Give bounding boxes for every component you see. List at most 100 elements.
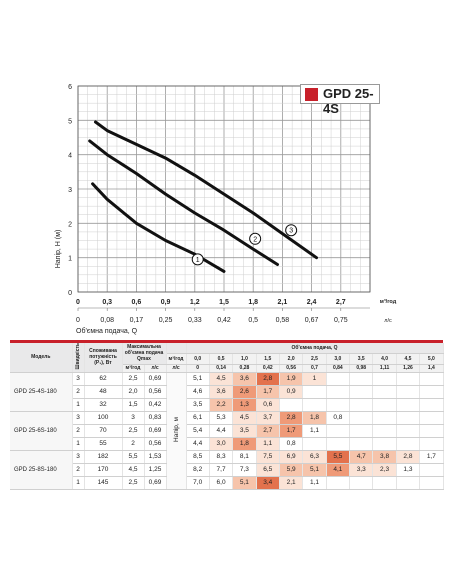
head-value-cell: 1,7 (256, 385, 279, 398)
speed-cell: 2 (72, 424, 84, 437)
head-value-cell (396, 411, 419, 424)
speed-cell: 1 (72, 398, 84, 411)
max-flow-ls-cell: 1,25 (144, 463, 166, 476)
model-badge: GPD 25-4S (300, 84, 380, 104)
head-value-cell: 7,7 (209, 463, 232, 476)
head-value-cell (420, 411, 443, 424)
max-flow-m3h-cell: 5,5 (122, 450, 144, 463)
header-q-m3h: 3,5 (350, 353, 373, 364)
head-value-cell: 5,1 (186, 372, 209, 385)
x-tick-label-m3h: 1,2 (190, 299, 200, 306)
head-value-cell: 2,8 (396, 450, 419, 463)
table-header-row: МодельШвидкістьСпоживана потужність (P₁)… (10, 343, 443, 353)
header-q-ls: 0,98 (350, 364, 373, 372)
head-value-cell (420, 463, 443, 476)
head-value-cell (420, 424, 443, 437)
head-value-cell (373, 424, 396, 437)
head-value-cell: 2,8 (256, 372, 279, 385)
head-value-cell (373, 372, 396, 385)
header-max-flow: Максимальна об'ємна подача Qmax (122, 343, 166, 364)
max-flow-m3h-cell: 2,5 (122, 372, 144, 385)
head-value-cell (326, 424, 349, 437)
y-tick-label: 0 (68, 290, 72, 297)
x-tick-label-m3h: 1,5 (219, 299, 229, 306)
head-value-cell (326, 372, 349, 385)
head-value-cell: 2,2 (209, 398, 232, 411)
header-q-m3h: 4,5 (396, 353, 419, 364)
head-value-cell (350, 372, 373, 385)
model-cell: GPD 25-8S-180 (10, 450, 72, 489)
head-value-cell (373, 476, 396, 489)
head-value-cell: 4,4 (209, 424, 232, 437)
y-axis-label: Напір, H (м) (54, 230, 62, 269)
y-tick-label: 4 (68, 153, 72, 160)
speed-cell: 1 (72, 476, 84, 489)
head-value-cell (350, 398, 373, 411)
head-value-cell: 8,1 (233, 450, 256, 463)
head-value-cell: 1,9 (279, 372, 302, 385)
max-flow-m3h-cell: 2,5 (122, 424, 144, 437)
head-value-cell: 5,3 (209, 411, 232, 424)
model-cell: GPD 25-4S-180 (10, 372, 72, 411)
table-row: 21704,51,258,27,77,36,55,95,14,13,32,31,… (10, 463, 443, 476)
head-value-cell: 2,3 (373, 463, 396, 476)
header-q-ls: 0,28 (233, 364, 256, 372)
y-tick-label: 1 (68, 256, 72, 263)
table-row: 11452,50,697,06,05,13,42,11,1 (10, 476, 443, 489)
head-value-cell (326, 476, 349, 489)
head-value-cell: 0,8 (326, 411, 349, 424)
header-power: Споживана потужність (P₁), Вт (84, 343, 122, 372)
power-cell: 182 (84, 450, 122, 463)
head-value-cell (303, 437, 326, 450)
x-tick-label-m3h: 1,8 (248, 299, 258, 306)
spec-table: МодельШвидкістьСпоживана потужність (P₁)… (10, 343, 444, 490)
head-value-cell (326, 398, 349, 411)
head-value-cell: 4,5 (233, 411, 256, 424)
table-row: 1321,50,423,52,21,30,6 (10, 398, 443, 411)
x-tick-label-ls: 0,08 (100, 317, 114, 324)
x-tick-label-m3h: 0,9 (161, 299, 171, 306)
head-value-cell (420, 437, 443, 450)
header-q-ls: 0,84 (326, 364, 349, 372)
head-value-cell (350, 437, 373, 450)
head-value-cell: 2,1 (279, 476, 302, 489)
head-value-cell: 1,1 (303, 424, 326, 437)
head-value-cell: 1,8 (233, 437, 256, 450)
head-value-cell (373, 411, 396, 424)
head-value-cell (373, 385, 396, 398)
x-tick-label-ls: 0,17 (130, 317, 144, 324)
max-flow-m3h-cell: 2,0 (122, 385, 144, 398)
head-value-cell: 3,4 (256, 476, 279, 489)
max-flow-ls-cell: 0,42 (144, 398, 166, 411)
head-value-cell: 6,5 (256, 463, 279, 476)
head-value-cell: 1,1 (256, 437, 279, 450)
header-q-ls: 1,26 (396, 364, 419, 372)
head-value-cell (373, 398, 396, 411)
head-value-cell: 1,8 (303, 411, 326, 424)
header-q-ls: 0,7 (303, 364, 326, 372)
head-value-cell: 0,8 (279, 437, 302, 450)
header-max-flow-m3h: м³/год (122, 364, 144, 372)
head-value-cell: 7,5 (256, 450, 279, 463)
x-tick-label-m3h: 2,1 (278, 299, 288, 306)
table-row: GPD 25-6S-180310030,836,15,34,53,72,81,8… (10, 411, 443, 424)
head-value-cell: 1,7 (279, 424, 302, 437)
head-value-cell: 2,7 (256, 424, 279, 437)
curve-label-3: 3 (289, 228, 293, 235)
y-tick-label: 2 (68, 221, 72, 228)
curve-speed-2 (90, 141, 278, 265)
x-tick-label-ls: 0,42 (217, 317, 231, 324)
header-q-m3h: 4,0 (373, 353, 396, 364)
speed-cell: 1 (72, 437, 84, 450)
x-tick-label-ls: 0,75 (334, 317, 348, 324)
max-flow-ls-cell: 0,56 (144, 385, 166, 398)
header-q-ls: 0,56 (279, 364, 302, 372)
head-value-cell: 4,7 (350, 450, 373, 463)
speed-cell: 2 (72, 463, 84, 476)
head-value-cell (350, 424, 373, 437)
head-value-cell (373, 437, 396, 450)
x-unit-m3h: м³/год (380, 298, 397, 305)
max-flow-ls-cell: 0,69 (144, 372, 166, 385)
brand-square-icon (305, 88, 318, 101)
head-value-cell (396, 476, 419, 489)
